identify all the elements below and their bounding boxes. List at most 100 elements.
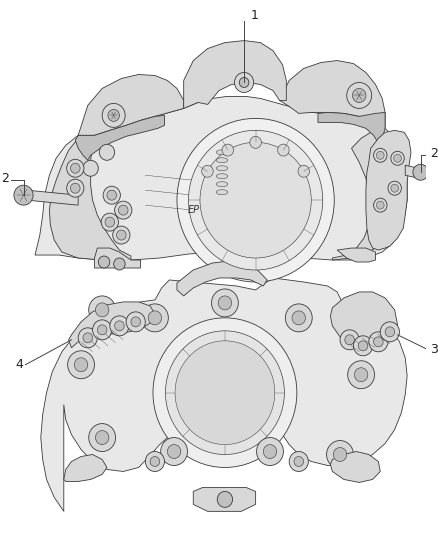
Circle shape xyxy=(89,424,116,451)
Circle shape xyxy=(115,321,124,331)
Circle shape xyxy=(126,312,145,332)
Circle shape xyxy=(217,491,233,507)
Polygon shape xyxy=(366,131,411,250)
Circle shape xyxy=(71,163,80,173)
Circle shape xyxy=(188,131,323,270)
Circle shape xyxy=(131,317,141,327)
Circle shape xyxy=(98,256,110,268)
Circle shape xyxy=(380,322,399,342)
Circle shape xyxy=(239,77,249,87)
Polygon shape xyxy=(64,455,107,481)
Circle shape xyxy=(340,330,359,350)
Circle shape xyxy=(394,154,401,162)
Ellipse shape xyxy=(216,174,228,179)
Polygon shape xyxy=(337,248,375,262)
Circle shape xyxy=(89,296,116,324)
Ellipse shape xyxy=(216,158,228,163)
Circle shape xyxy=(358,341,368,351)
Polygon shape xyxy=(75,116,165,160)
Circle shape xyxy=(71,183,80,193)
Ellipse shape xyxy=(216,166,228,171)
Circle shape xyxy=(298,165,310,177)
Circle shape xyxy=(92,320,112,340)
Circle shape xyxy=(333,448,347,462)
Circle shape xyxy=(110,316,129,336)
Circle shape xyxy=(385,327,395,337)
Text: 2: 2 xyxy=(430,147,438,160)
Polygon shape xyxy=(41,278,407,511)
Circle shape xyxy=(345,335,354,345)
Circle shape xyxy=(369,332,388,352)
Circle shape xyxy=(234,72,254,92)
Circle shape xyxy=(118,205,128,215)
Polygon shape xyxy=(279,61,385,128)
Circle shape xyxy=(376,151,384,159)
Circle shape xyxy=(167,445,181,458)
Circle shape xyxy=(103,186,120,204)
Circle shape xyxy=(67,159,84,177)
Circle shape xyxy=(353,336,373,356)
Text: EP: EP xyxy=(187,205,199,215)
Ellipse shape xyxy=(216,182,228,187)
Circle shape xyxy=(347,83,372,108)
Circle shape xyxy=(175,341,275,445)
Circle shape xyxy=(83,333,92,343)
Circle shape xyxy=(289,451,308,472)
Circle shape xyxy=(95,431,109,445)
Polygon shape xyxy=(193,487,256,511)
Circle shape xyxy=(212,289,238,317)
Text: 4: 4 xyxy=(16,358,24,372)
Polygon shape xyxy=(330,451,380,482)
Circle shape xyxy=(97,325,107,335)
Circle shape xyxy=(141,304,168,332)
Circle shape xyxy=(374,337,383,347)
Circle shape xyxy=(161,438,187,465)
Circle shape xyxy=(374,198,387,212)
Circle shape xyxy=(200,142,311,258)
Circle shape xyxy=(354,368,368,382)
Circle shape xyxy=(105,217,115,227)
Circle shape xyxy=(78,328,97,348)
Polygon shape xyxy=(405,165,419,178)
Circle shape xyxy=(201,165,213,177)
Circle shape xyxy=(166,331,284,455)
Circle shape xyxy=(263,445,277,458)
Ellipse shape xyxy=(216,190,228,195)
Circle shape xyxy=(250,136,261,148)
Circle shape xyxy=(108,109,120,122)
Circle shape xyxy=(148,311,162,325)
Polygon shape xyxy=(177,261,267,296)
Circle shape xyxy=(153,318,297,467)
Polygon shape xyxy=(35,96,407,260)
Polygon shape xyxy=(95,248,141,268)
Circle shape xyxy=(107,190,117,200)
Circle shape xyxy=(95,303,109,317)
Circle shape xyxy=(376,201,384,209)
Circle shape xyxy=(117,230,126,240)
Circle shape xyxy=(102,103,125,127)
Circle shape xyxy=(115,201,132,219)
Polygon shape xyxy=(332,132,399,260)
Text: 1: 1 xyxy=(251,9,259,22)
Circle shape xyxy=(67,351,95,379)
Circle shape xyxy=(14,185,33,205)
Polygon shape xyxy=(78,75,184,135)
Circle shape xyxy=(177,118,334,282)
Circle shape xyxy=(145,451,165,472)
Circle shape xyxy=(292,311,305,325)
Circle shape xyxy=(67,179,84,197)
Circle shape xyxy=(353,88,366,102)
Circle shape xyxy=(218,296,232,310)
Text: 3: 3 xyxy=(430,343,438,356)
Circle shape xyxy=(222,144,233,156)
Circle shape xyxy=(150,456,160,466)
Text: 2: 2 xyxy=(1,172,9,185)
Circle shape xyxy=(99,144,115,160)
Polygon shape xyxy=(49,135,131,260)
Circle shape xyxy=(101,213,118,231)
Circle shape xyxy=(348,361,374,389)
Circle shape xyxy=(257,438,283,465)
Circle shape xyxy=(327,441,353,469)
Circle shape xyxy=(278,144,289,156)
Circle shape xyxy=(374,148,387,162)
